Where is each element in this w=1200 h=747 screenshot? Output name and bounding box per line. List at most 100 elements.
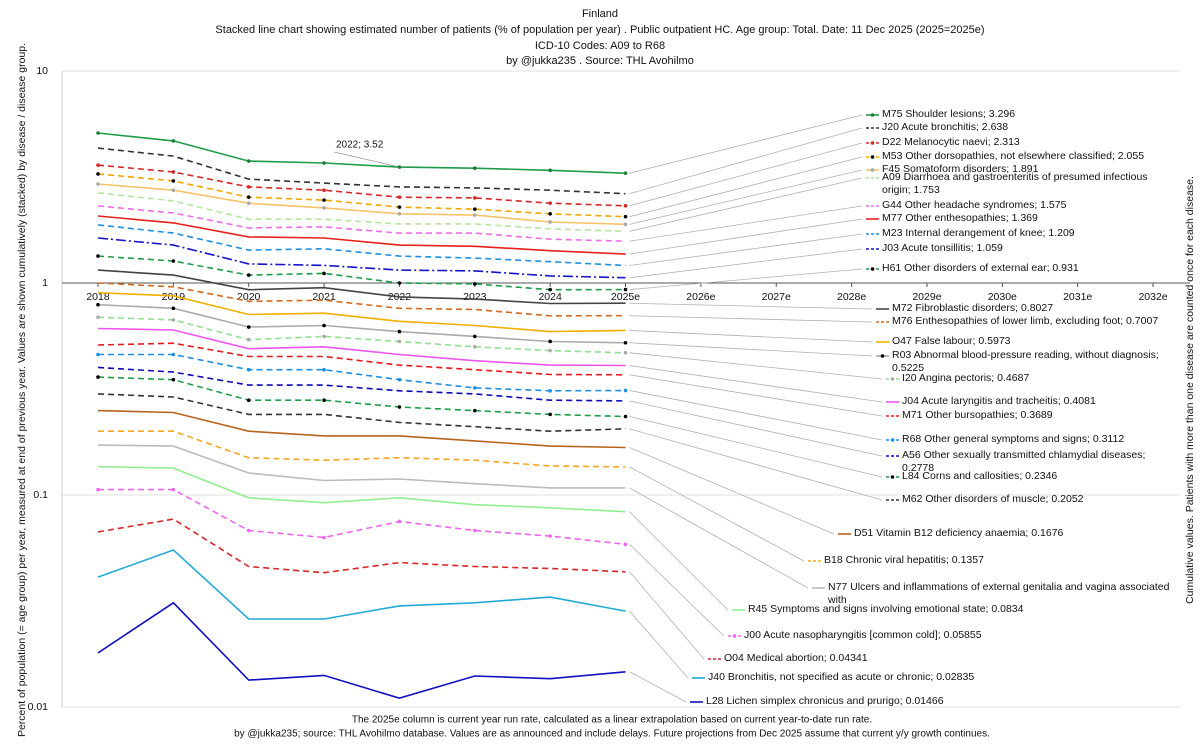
leader-line bbox=[629, 248, 863, 279]
x-tick-label: 2023 bbox=[463, 291, 487, 303]
data-point bbox=[322, 271, 326, 276]
series-line bbox=[97, 205, 626, 242]
legend-swatch-marker bbox=[732, 634, 737, 638]
series-line bbox=[98, 488, 626, 546]
legend-swatch-marker bbox=[890, 475, 895, 479]
legend-label: R45 Symptoms and signs involving emotion… bbox=[748, 603, 1024, 615]
data-point bbox=[322, 188, 326, 192]
legend-label: M76 Enthesopathies of lower limb, exclud… bbox=[892, 315, 1159, 327]
series-line bbox=[97, 549, 626, 620]
y-tick-label: 1 bbox=[42, 277, 48, 289]
chart-subtitle: ICD-10 Codes: A09 to R68 bbox=[535, 40, 665, 52]
legend-swatch-marker bbox=[870, 168, 875, 172]
leader-line bbox=[629, 571, 705, 660]
series-line bbox=[97, 255, 626, 291]
series-line bbox=[97, 327, 626, 367]
leader-line bbox=[629, 127, 863, 195]
annotation: 2022; 3.52 bbox=[336, 140, 384, 151]
data-point bbox=[548, 212, 552, 216]
data-point bbox=[623, 171, 628, 175]
series-line bbox=[97, 183, 626, 226]
leader-line bbox=[629, 342, 873, 357]
series-line bbox=[98, 353, 626, 392]
data-point bbox=[623, 287, 628, 292]
legend-label: M72 Fibroblastic disorders; 0.8027 bbox=[892, 302, 1054, 314]
legend-label: J20 Acute bronchitis; 2.638 bbox=[882, 121, 1009, 133]
leader-line bbox=[629, 352, 883, 380]
footnote: The 2025e column is current year run rat… bbox=[352, 715, 872, 726]
data-point bbox=[397, 195, 402, 199]
data-point bbox=[473, 196, 477, 200]
series-line bbox=[98, 430, 626, 468]
data-point bbox=[171, 377, 176, 382]
leader-line bbox=[629, 543, 725, 637]
data-point bbox=[96, 163, 100, 167]
data-point bbox=[246, 398, 251, 403]
data-point bbox=[397, 212, 402, 216]
legend-label: L84 Corns and callosities; 0.2346 bbox=[902, 470, 1058, 482]
data-point bbox=[548, 201, 552, 205]
data-point bbox=[548, 339, 552, 344]
x-tick-label: 2024 bbox=[538, 291, 562, 303]
leader-line bbox=[629, 400, 883, 457]
data-point bbox=[322, 367, 326, 372]
legend-label: M71 Other bursopathies; 0.3689 bbox=[902, 409, 1053, 421]
series-line bbox=[97, 164, 626, 207]
data-point bbox=[171, 188, 176, 192]
data-point bbox=[473, 334, 477, 339]
data-point bbox=[397, 405, 402, 409]
data-point bbox=[246, 185, 251, 189]
series-line bbox=[97, 393, 626, 433]
data-point bbox=[473, 345, 477, 349]
data-point bbox=[96, 254, 100, 258]
data-point bbox=[623, 542, 628, 547]
data-point bbox=[171, 306, 176, 311]
leader-line bbox=[629, 671, 687, 703]
x-tick-label: 2025e bbox=[611, 291, 640, 303]
data-point bbox=[322, 198, 326, 202]
data-point bbox=[322, 206, 326, 210]
x-tick-label: 2026e bbox=[686, 291, 715, 303]
legend-label: B18 Chronic viral hepatitis; 0.1357 bbox=[824, 554, 984, 566]
data-point bbox=[246, 325, 251, 329]
data-point bbox=[397, 281, 402, 285]
series-line bbox=[97, 192, 626, 233]
series-line bbox=[97, 132, 626, 174]
data-point bbox=[322, 323, 326, 328]
data-point bbox=[96, 487, 100, 492]
data-point bbox=[171, 487, 176, 492]
x-tick-label: 2029e bbox=[912, 291, 941, 303]
series-line bbox=[97, 303, 626, 344]
legend-label: M23 Internal derangement of knee; 1.209 bbox=[882, 227, 1075, 239]
leader-line bbox=[629, 365, 883, 403]
data-point bbox=[397, 377, 402, 382]
data-point bbox=[548, 389, 552, 393]
data-point bbox=[171, 352, 176, 357]
x-tick-label: 2032e bbox=[1138, 291, 1167, 303]
legend-label: R03 Abnormal blood-pressure reading, wit… bbox=[892, 349, 1159, 374]
x-tick-label: 2031e bbox=[1063, 291, 1092, 303]
data-point bbox=[246, 367, 251, 372]
legend-label: O47 False labour; 0.5973 bbox=[892, 335, 1011, 347]
leader-line bbox=[629, 315, 873, 323]
data-point bbox=[171, 259, 176, 263]
x-tick-label: 2019 bbox=[162, 291, 186, 303]
series-line bbox=[97, 316, 626, 354]
leader-line bbox=[629, 374, 883, 417]
legend-label: M53 Other dorsopathies, not elsewhere cl… bbox=[882, 150, 1145, 162]
series-line bbox=[97, 366, 626, 402]
legend-label: L28 Lichen simplex chronicus and prurigo… bbox=[706, 695, 944, 707]
series-line bbox=[97, 147, 626, 195]
data-point bbox=[322, 334, 326, 339]
legend-swatch-marker bbox=[890, 438, 895, 442]
legend-label: J40 Bronchitis, not specified as acute o… bbox=[708, 671, 975, 683]
data-point bbox=[623, 222, 628, 227]
series-line bbox=[97, 269, 626, 305]
legend-label: M77 Other enthesopathies; 1.369 bbox=[882, 212, 1038, 224]
x-tick-label: 2018 bbox=[86, 291, 110, 303]
x-tick-label: 2030e bbox=[988, 291, 1017, 303]
data-point bbox=[548, 287, 552, 292]
legend-swatch-marker bbox=[890, 377, 895, 381]
leader-line bbox=[629, 610, 689, 679]
